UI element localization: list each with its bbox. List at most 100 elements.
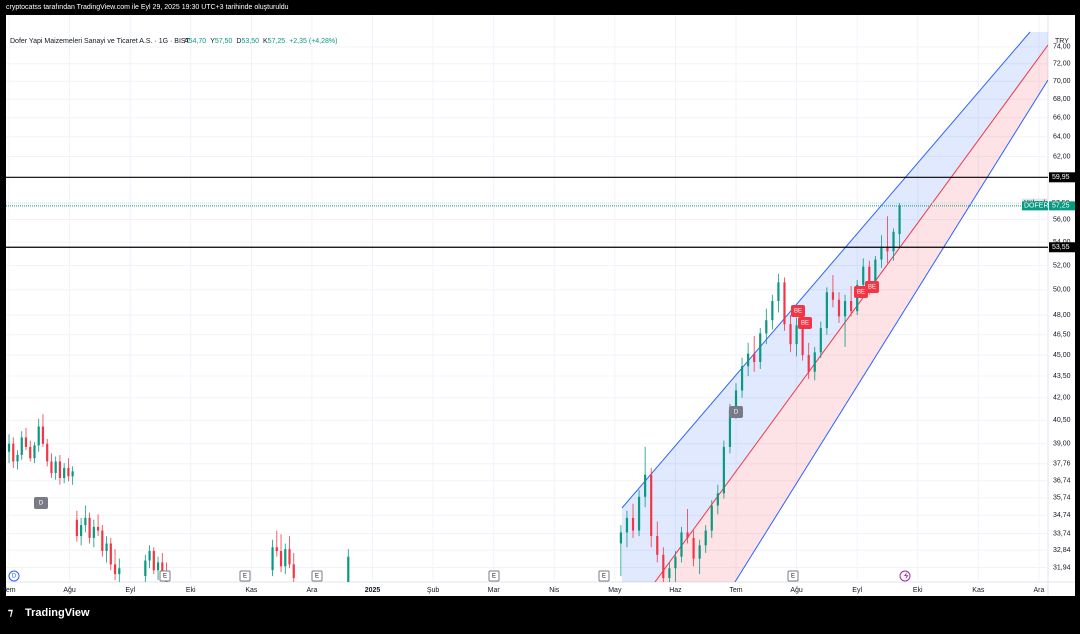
candle-body — [58, 461, 62, 479]
candle-body — [631, 517, 635, 531]
candle-body — [50, 461, 53, 474]
y-tick-label: 56,00 — [1053, 216, 1071, 223]
overlay: 74,00 72,00 70,00 68,00 66,00 64,00 62,00 56,00… — [2, 44, 1075, 594]
candle-body — [625, 517, 629, 533]
channel-lower-line — [734, 79, 1048, 582]
x-tick-label: Şub — [427, 587, 440, 594]
candle-body — [109, 543, 112, 565]
candle-body — [710, 505, 713, 531]
chart-area — [6, 15, 1075, 596]
y-tick-label: 72,00 — [1053, 61, 1071, 68]
candle-body — [716, 493, 719, 506]
event-label: E — [492, 574, 496, 580]
y-tick-label: 37,76 — [1053, 461, 1071, 468]
candle-body — [88, 517, 91, 538]
marker-bg — [791, 305, 805, 317]
hline-label-bg — [1049, 242, 1075, 253]
candle-body — [161, 562, 164, 575]
y-tick-label: 70,00 — [1053, 78, 1071, 85]
last-name: DOFER — [1024, 203, 1049, 210]
ohlc-legend: A54,70 Y57,50 D53,50 K57,25 +2,35 (+4,28%) — [184, 38, 337, 45]
legend-value: 54,70 — [189, 38, 207, 45]
candle-body — [24, 437, 28, 447]
event-bg — [598, 570, 610, 582]
candle-body — [152, 551, 155, 571]
x-tick-label: Eki — [186, 587, 196, 594]
legend-change: +2,35 (+4,28%) — [289, 38, 337, 45]
x-tick-label: Kas — [972, 587, 985, 594]
x-tick-label: Eyl — [125, 587, 135, 594]
marker-bg — [729, 406, 743, 418]
marker-bg — [865, 281, 879, 293]
marker-bg — [798, 317, 812, 329]
candle-body — [777, 282, 780, 302]
candle-body — [662, 554, 665, 579]
event-label: E — [791, 574, 795, 580]
candle-body — [63, 468, 66, 479]
candle-body — [284, 549, 287, 567]
candle-body — [113, 564, 117, 575]
x-tick-label: Mar — [488, 587, 501, 594]
candle-body — [84, 517, 87, 526]
currency: TRY — [1055, 38, 1069, 45]
event-label: E — [602, 574, 606, 580]
candle-body — [874, 259, 877, 288]
candle-body — [868, 266, 871, 288]
channel-upper-line — [621, 31, 1031, 509]
hline-label-bg — [1049, 172, 1075, 183]
candles — [7, 203, 901, 582]
candle-body — [16, 454, 19, 462]
marker-label: D — [39, 501, 44, 507]
candle-body — [747, 353, 750, 367]
event-label: E — [315, 574, 319, 580]
hline-label: 59,95 — [1052, 174, 1070, 181]
candle-body — [144, 560, 147, 577]
candle-body — [819, 328, 822, 353]
legend-key: Y — [210, 38, 215, 45]
y-tick-label: 33,74 — [1053, 530, 1071, 537]
y-tick-label: 45,00 — [1053, 352, 1071, 359]
candle-body — [279, 551, 283, 567]
candle-body — [668, 568, 671, 579]
candle-body — [880, 246, 883, 260]
candle-body — [898, 205, 901, 235]
event-bg — [311, 570, 323, 582]
candle-body — [674, 556, 677, 569]
x-tick-label: Tem — [729, 587, 742, 594]
candle-body — [795, 325, 798, 345]
last-name-bg — [1022, 201, 1048, 211]
candle-body — [886, 246, 889, 252]
last-value-bg — [1049, 201, 1075, 211]
y-tick-label: 32,84 — [1053, 547, 1071, 554]
y-tick-label: 62,00 — [1053, 153, 1071, 160]
candle-body — [288, 549, 291, 565]
candle-body — [80, 525, 83, 537]
y-tick-label: 50,00 — [1053, 287, 1071, 294]
legend-key: D — [236, 38, 241, 45]
candle-body — [271, 547, 274, 571]
candle-body — [722, 446, 725, 494]
candle-body — [92, 526, 95, 538]
candle-body — [728, 409, 732, 447]
x-tick-label: Ara — [1033, 587, 1044, 594]
candle-body — [825, 292, 828, 329]
candle-body — [619, 532, 623, 544]
candle-body — [656, 536, 659, 555]
last-value: 57,25 — [1052, 203, 1070, 210]
candle-body — [292, 564, 295, 579]
y-tick-label: 42,00 — [1053, 395, 1071, 402]
candle-body — [37, 426, 40, 446]
candle-body — [783, 282, 786, 325]
candle-body — [33, 445, 36, 459]
candle-body — [156, 562, 160, 571]
legend-key: A — [184, 38, 189, 45]
y-tick-label: 34,74 — [1053, 512, 1071, 519]
candle-body — [347, 556, 350, 582]
candle-body — [843, 301, 847, 317]
marker-bg — [34, 497, 48, 509]
legend-value: 53,50 — [241, 38, 259, 45]
event-bg — [8, 570, 20, 582]
y-tick-label: 66,00 — [1053, 115, 1071, 122]
candle-body — [275, 547, 278, 552]
